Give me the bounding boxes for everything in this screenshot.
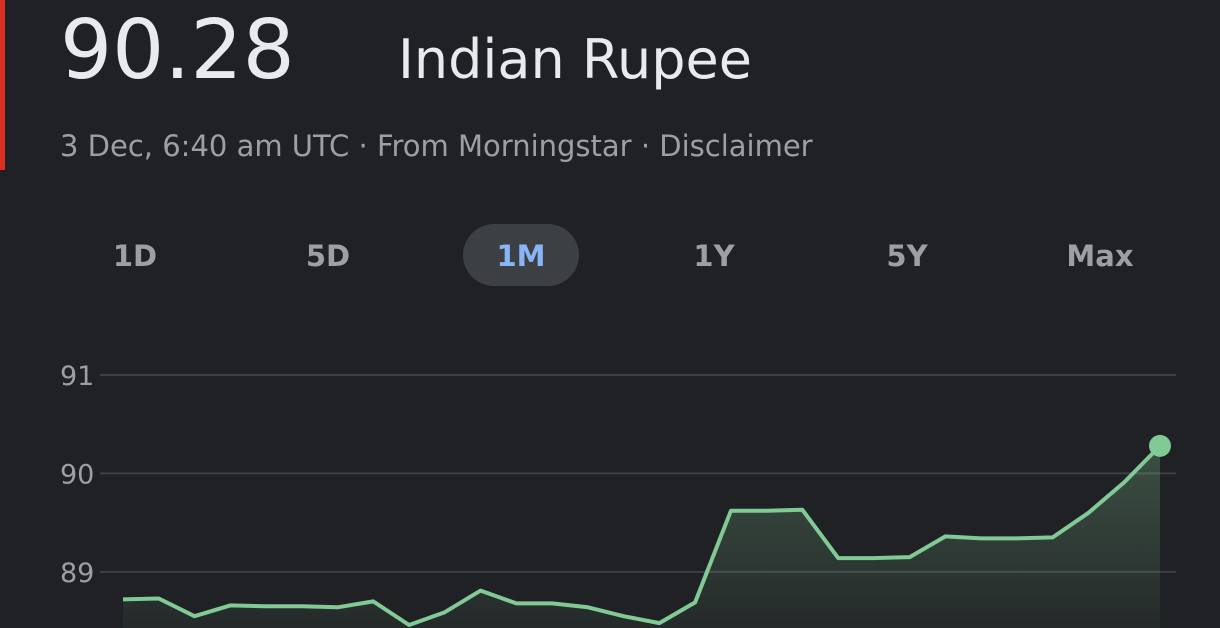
- meta: 3 Dec, 6:40 am UTC · From Morningstar · …: [60, 129, 813, 163]
- price-line: [122, 444, 1162, 627]
- tab-selected-bg: [463, 224, 579, 286]
- currency-name: Indian Rupee: [398, 28, 752, 91]
- range-tab[interactable]: 5Y: [886, 239, 928, 273]
- accent-bar: [0, 0, 5, 170]
- current-point: [1149, 434, 1171, 457]
- source: From Morningstar: [377, 129, 632, 163]
- range-tab[interactable]: 5D: [306, 239, 350, 273]
- separator: ·: [359, 129, 368, 163]
- timestamp: 3 Dec, 6:40 am UTC: [60, 129, 349, 163]
- range-tab[interactable]: 1Y: [693, 239, 735, 273]
- range-tabs: 1D 5D 1M 1Y 5Y Max: [113, 224, 1134, 286]
- chart: 89 90 91: [60, 361, 1176, 628]
- area-fill: [123, 445, 1160, 628]
- price: 90.28: [60, 3, 295, 98]
- disclaimer-link[interactable]: Disclaimer: [659, 129, 812, 163]
- range-tab[interactable]: Max: [1066, 239, 1133, 273]
- y-tick-label: 90: [60, 459, 94, 490]
- y-tick-label: 89: [60, 558, 94, 589]
- range-tab[interactable]: 1M: [496, 239, 545, 273]
- y-tick-label: 91: [60, 361, 94, 392]
- range-tab[interactable]: 1D: [113, 239, 157, 273]
- separator: ·: [641, 129, 650, 163]
